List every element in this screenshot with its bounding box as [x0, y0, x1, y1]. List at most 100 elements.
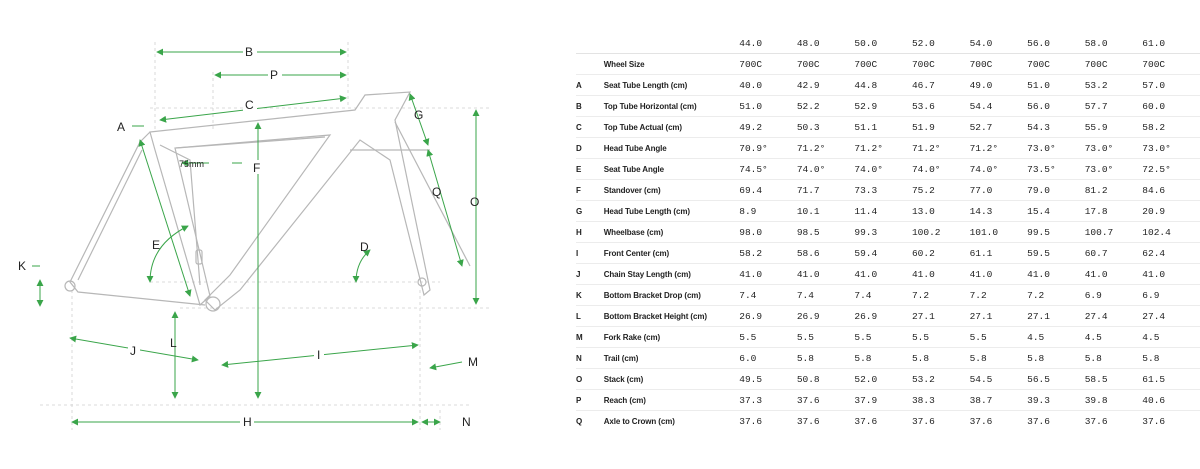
label-A: A: [117, 120, 125, 134]
label-H: H: [243, 415, 252, 429]
row-label: Head Tube Angle: [603, 137, 740, 159]
cell-value: 6.9: [1084, 284, 1143, 306]
cell-value: 39.8: [1084, 389, 1143, 411]
cell-value: 6.0: [739, 347, 797, 369]
cell-value: 44.8: [854, 74, 912, 96]
cell-value: 52.2: [796, 95, 855, 117]
cell-value: 59.4: [854, 242, 912, 264]
cell-value: 49.2: [739, 116, 797, 138]
cell-value: 39.3: [1027, 389, 1085, 411]
cell-value: 74.0°: [854, 158, 912, 180]
cell-value: 73.0°: [1142, 137, 1200, 159]
label-C: C: [245, 98, 254, 112]
cell-value: 51.0: [739, 95, 797, 117]
table-row: M Fork Rake (cm) 5.5 5.5 5.5 5.5 5.5 4.5 4.5 4.5: [576, 326, 1200, 348]
cell-value: 50.8: [796, 368, 855, 390]
cell-value: 60.7: [1084, 242, 1143, 264]
cell-value: 69.4: [739, 179, 797, 201]
size-header: 54.0: [969, 37, 993, 49]
cell-value: 700C: [1027, 53, 1085, 75]
label-K: K: [18, 259, 26, 273]
cell-value: 46.7: [911, 74, 970, 96]
cell-value: 38.3: [911, 389, 970, 411]
cell-value: 50.3: [796, 116, 855, 138]
table-row: I Front Center (cm) 58.2 58.6 59.4 60.2 61.1 59…: [576, 242, 1200, 264]
label-N: N: [462, 415, 471, 429]
cell-value: 51.1: [854, 116, 912, 138]
cell-value: 5.8: [1084, 347, 1143, 369]
cell-value: 40.0: [739, 74, 797, 96]
cell-value: 5.8: [854, 347, 912, 369]
cell-value: 700C: [1142, 53, 1200, 75]
cell-value: 700C: [969, 53, 1028, 75]
label-L: L: [170, 336, 177, 350]
table-row: G Head Tube Length (cm) 8.9 10.1 11.4 13.0 14.…: [576, 200, 1200, 222]
cell-value: 37.6: [796, 410, 855, 431]
cell-value: 58.5: [1084, 368, 1143, 390]
cell-value: 42.9: [796, 74, 855, 96]
row-label: Seat Tube Length (cm): [603, 74, 740, 96]
table-row: E Seat Tube Angle 74.5° 74.0° 74.0° 74.0° 74.0…: [576, 158, 1200, 180]
cell-value: 73.0°: [1084, 137, 1143, 159]
cell-value: 37.6: [796, 389, 855, 411]
cell-value: 4.5: [1027, 326, 1085, 348]
row-label: Reach (cm): [603, 389, 740, 411]
cell-value: 73.0°: [1027, 137, 1085, 159]
row-letter: D: [576, 137, 604, 159]
cell-value: 14.3: [969, 200, 1028, 222]
cell-value: 51.0: [1027, 74, 1085, 96]
cell-value: 53.2: [911, 368, 970, 390]
size-header-row: 44.0 48.0 50.0 52.0 54.0 56.0 58.0 61.0: [576, 33, 1200, 54]
cell-value: 51.9: [911, 116, 970, 138]
cell-value: 75.2: [911, 179, 970, 201]
cell-value: 59.5: [1027, 242, 1085, 264]
cell-value: 37.6: [854, 410, 912, 431]
cell-value: 49.0: [969, 74, 1028, 96]
cell-value: 41.0: [1027, 263, 1085, 285]
row-label: Bottom Bracket Height (cm): [603, 305, 740, 327]
cell-value: 20.9: [1142, 200, 1200, 222]
label-J: J: [130, 344, 136, 358]
diagram-labels: B P C A G F 75mm Q O E D K L J I M H N: [18, 45, 479, 429]
label-M: M: [468, 355, 478, 369]
cell-value: 5.5: [911, 326, 970, 348]
geometry-table: 44.0 48.0 50.0 52.0 54.0 56.0 58.0 61.0 …: [576, 33, 1200, 431]
cell-value: 700C: [739, 53, 797, 75]
table-row: P Reach (cm) 37.3 37.6 37.9 38.3 38.7 39.3 39.8 4…: [576, 389, 1200, 411]
frame-geometry-diagram: B P C A G F 75mm Q O E D K L J I M H N: [18, 42, 490, 430]
cell-value: 100.2: [911, 221, 970, 243]
cell-value: 54.3: [1027, 116, 1085, 138]
cell-value: 73.0°: [1084, 158, 1143, 180]
cell-value: 61.5: [1142, 368, 1200, 390]
row-letter: H: [576, 221, 604, 243]
row-letter: K: [576, 284, 604, 306]
label-F: F: [253, 161, 260, 175]
cell-value: 74.0°: [969, 158, 1028, 180]
cell-value: 5.5: [969, 326, 1028, 348]
table-row: F Standover (cm) 69.4 71.7 73.3 75.2 77.0 79.0 8…: [576, 179, 1200, 201]
row-label: Head Tube Length (cm): [603, 200, 740, 222]
label-I: I: [317, 348, 320, 362]
cell-value: 62.4: [1142, 242, 1200, 264]
label-O: O: [470, 195, 479, 209]
cell-value: 7.4: [739, 284, 797, 306]
row-letter: B: [576, 95, 604, 117]
cell-value: 52.0: [854, 368, 912, 390]
cell-value: 54.4: [969, 95, 1028, 117]
row-letter: L: [576, 305, 604, 327]
row-letter: Q: [576, 410, 604, 431]
cell-value: 5.5: [854, 326, 912, 348]
cell-value: 5.8: [1027, 347, 1085, 369]
cell-value: 37.6: [739, 410, 797, 431]
cell-value: 61.1: [969, 242, 1028, 264]
cell-value: 37.9: [854, 389, 912, 411]
row-label: Top Tube Horizontal (cm): [603, 95, 740, 117]
label-D: D: [360, 240, 369, 254]
cell-value: 700C: [854, 53, 912, 75]
cell-value: 41.0: [1142, 263, 1200, 285]
cell-value: 57.7: [1084, 95, 1143, 117]
table-row: Q Axle to Crown (cm) 37.6 37.6 37.6 37.6 37.6 3…: [576, 410, 1200, 431]
cell-value: 49.5: [739, 368, 797, 390]
cell-value: 60.0: [1142, 95, 1200, 117]
cell-value: 101.0: [969, 221, 1028, 243]
